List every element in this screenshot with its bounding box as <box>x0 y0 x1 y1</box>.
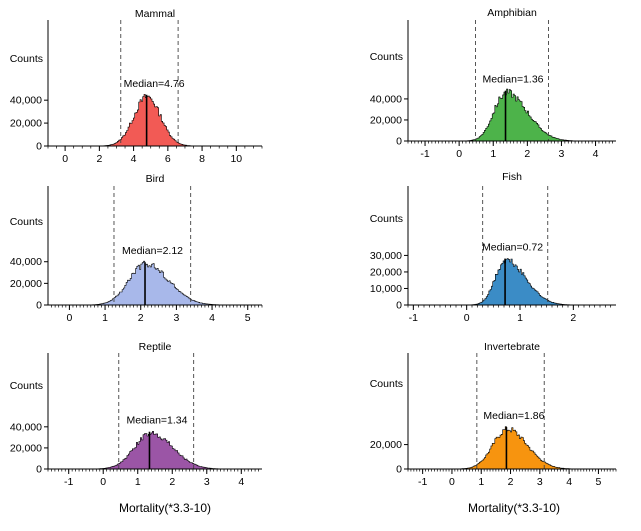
x-tick-label: 6 <box>165 153 171 165</box>
x-tick-label: 1 <box>135 476 141 488</box>
y-axis-label: Counts <box>370 378 403 390</box>
histogram-bars <box>83 260 238 306</box>
x-tick-label: 2 <box>96 153 102 165</box>
panel-title: Fish <box>502 171 522 183</box>
x-tick-label: 0 <box>62 153 68 165</box>
x-tick-label: 3 <box>537 476 543 488</box>
panel-title: Invertebrate <box>484 341 540 353</box>
x-tick-label: 1 <box>102 312 108 324</box>
y-tick-label: 20,000 <box>370 266 402 278</box>
y-tick-label: 40,000 <box>10 421 42 433</box>
histogram-bars <box>453 426 586 470</box>
y-axis-label: Counts <box>10 53 43 65</box>
x-tick-label: 5 <box>245 312 251 324</box>
panel-mammal: Mammal Counts Median=4.76 0 20,000 40,000 0 2 4 6… <box>10 8 263 165</box>
y-tick-label: 0 <box>36 300 42 312</box>
median-label: Median=2.12 <box>122 245 183 257</box>
x-tick-label: 3 <box>173 312 179 324</box>
y-tick-label: 0 <box>396 464 402 476</box>
x-tick-label: -1 <box>420 148 429 160</box>
median-label: Median=1.86 <box>483 410 544 422</box>
x-tick-label: -1 <box>64 476 73 488</box>
x-tick-label: 2 <box>169 476 175 488</box>
median-label: Median=1.36 <box>483 74 544 86</box>
x-tick-label: 0 <box>100 476 106 488</box>
x-tick-label: 0 <box>456 148 462 160</box>
y-tick-label: 20,000 <box>10 118 42 130</box>
x-tick-label: -1 <box>409 312 418 324</box>
x-tick-label: 4 <box>593 148 599 160</box>
panel-reptile: Reptile Counts Median=1.34 0 20,000 40,000 -1 0… <box>10 341 262 488</box>
x-tick-label: 0 <box>66 312 72 324</box>
x-tick-label: 4 <box>131 153 137 165</box>
y-tick-label: 0 <box>396 300 402 312</box>
x-axis-label-right: Mortality(*3.3-10) <box>468 501 560 515</box>
panel-title: Amphibian <box>487 7 537 19</box>
panel-amphibian: Amphibian Counts Median=1.36 0 20,000 40,000 -… <box>370 7 616 160</box>
median-label: Median=4.76 <box>124 78 185 90</box>
x-tick-label: 5 <box>596 476 602 488</box>
x-axis-label-left: Mortality(*3.3-10) <box>119 501 211 515</box>
histogram-bars <box>454 88 584 142</box>
x-tick-label: 0 <box>464 312 470 324</box>
y-tick-label: 20,000 <box>370 114 402 126</box>
panel-invertebrate: Invertebrate Counts Median=1.86 0 20,000 -1 0 1… <box>370 341 617 488</box>
panel-title: Reptile <box>139 341 172 353</box>
x-tick-label: 3 <box>204 476 210 488</box>
x-tick-label: 8 <box>199 153 205 165</box>
y-axis-label: Counts <box>370 213 403 225</box>
x-tick-label: 2 <box>524 148 530 160</box>
y-tick-label: 20,000 <box>10 442 42 454</box>
panel-fish: Fish Counts Median=0.72 0 10,000 20,000 30,000… <box>370 171 616 324</box>
y-tick-label: 20,000 <box>10 278 42 290</box>
y-tick-label: 0 <box>396 136 402 148</box>
x-tick-label: 0 <box>449 476 455 488</box>
y-tick-label: 40,000 <box>370 93 402 105</box>
y-tick-label: 40,000 <box>10 256 42 268</box>
x-tick-label: 10 <box>230 153 242 165</box>
histogram-bars <box>458 258 577 306</box>
y-axis-label: Counts <box>10 216 43 228</box>
x-tick-label: 4 <box>209 312 215 324</box>
y-axis-label: Counts <box>370 51 403 63</box>
histogram-bars <box>90 431 240 470</box>
x-tick-label: 4 <box>566 476 572 488</box>
x-tick-label: 1 <box>517 312 523 324</box>
y-tick-label: 0 <box>36 141 42 153</box>
panel-title: Bird <box>146 173 165 185</box>
x-tick-label: 2 <box>138 312 144 324</box>
x-tick-label: 1 <box>490 148 496 160</box>
panel-title: Mammal <box>135 8 175 20</box>
x-tick-label: 3 <box>559 148 565 160</box>
y-axis-label: Counts <box>10 380 43 392</box>
y-tick-label: 20,000 <box>370 439 402 451</box>
x-tick-label: 2 <box>570 312 576 324</box>
panel-bird: Bird Counts Median=2.12 0 20,000 40,000 0 1 2 3 4 5 <box>10 173 263 324</box>
median-label: Median=1.34 <box>126 415 187 427</box>
median-label: Median=0.72 <box>482 242 543 254</box>
x-tick-label: 2 <box>508 476 514 488</box>
y-tick-label: 30,000 <box>370 250 402 262</box>
x-tick-label: -1 <box>418 476 427 488</box>
x-tick-label: 1 <box>478 476 484 488</box>
histogram-bars <box>103 94 209 147</box>
y-tick-label: 0 <box>36 464 42 476</box>
y-tick-label: 10,000 <box>370 283 402 295</box>
x-tick-label: 4 <box>238 476 244 488</box>
y-tick-label: 40,000 <box>10 95 42 107</box>
